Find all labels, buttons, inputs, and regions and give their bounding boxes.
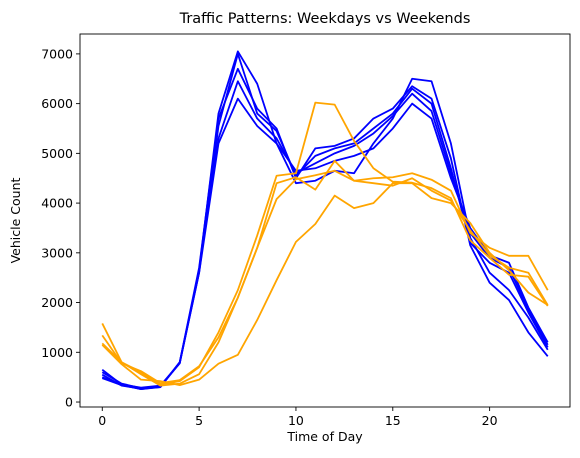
- y-tick-label: 5000: [41, 146, 73, 161]
- x-tick-label: 0: [98, 413, 106, 428]
- x-tick-label: 5: [195, 413, 203, 428]
- x-axis-label: Time of Day: [286, 429, 363, 444]
- plot-frame: [79, 33, 571, 408]
- weekend-series-line-9: [101, 182, 549, 387]
- y-tick-label: 2000: [41, 295, 73, 310]
- y-tick-label: 7000: [41, 46, 73, 61]
- y-axis-label: Vehicle Count: [8, 178, 23, 264]
- weekend-series-line-6: [101, 101, 549, 386]
- y-tick-label: 4000: [41, 196, 73, 211]
- y-tick-label: 3000: [41, 245, 73, 260]
- y-axis-ticks: 0 1000 2000 3000 4000 5000 6000 7000: [41, 46, 80, 410]
- x-tick-label: 20: [482, 413, 498, 428]
- weekday-series-line-5: [101, 97, 549, 391]
- series-layer: [101, 50, 549, 391]
- y-tick-label: 6000: [41, 96, 73, 111]
- y-tick-label: 1000: [41, 345, 73, 360]
- x-axis-ticks: 0 5 10 15 20: [98, 407, 498, 428]
- chart-title: Traffic Patterns: Weekdays vs Weekends: [179, 11, 471, 27]
- x-tick-label: 10: [288, 413, 304, 428]
- y-tick-label: 0: [65, 395, 73, 410]
- x-tick-label: 15: [385, 413, 401, 428]
